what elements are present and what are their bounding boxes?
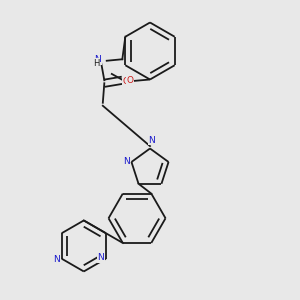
Text: H: H [93,59,99,68]
Text: N: N [53,255,60,264]
Text: O: O [123,76,130,85]
Text: N: N [98,253,104,262]
Text: N: N [148,136,155,145]
Text: O: O [126,76,133,85]
Text: N: N [94,55,101,64]
Text: N: N [123,158,129,166]
